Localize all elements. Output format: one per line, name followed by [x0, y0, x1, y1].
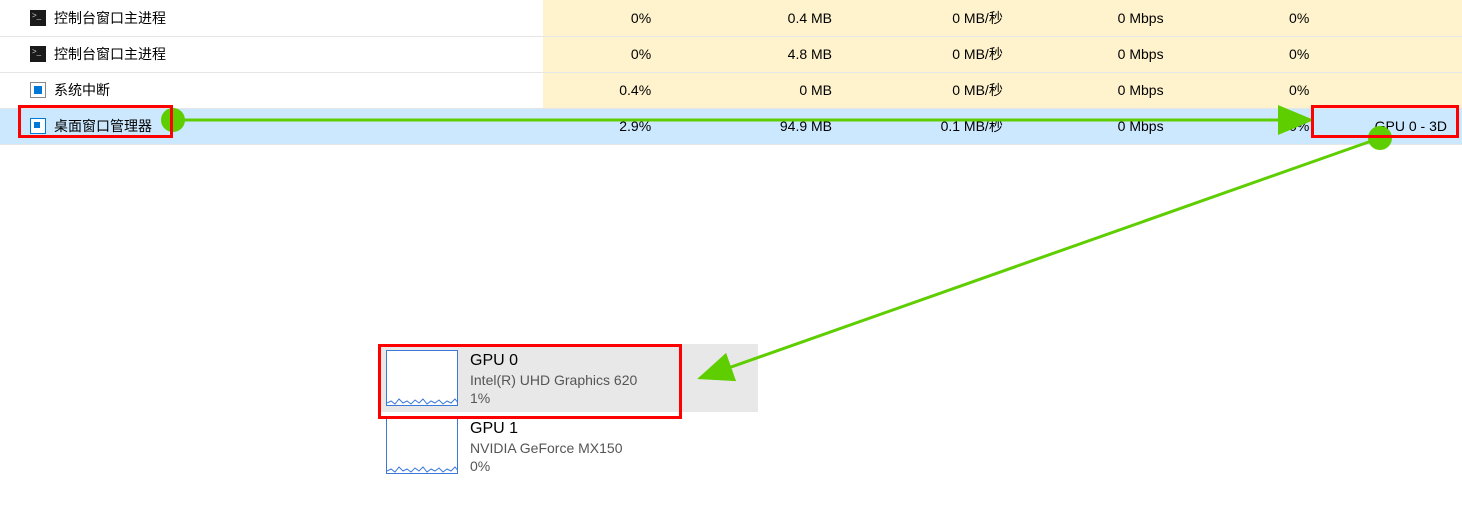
console-icon: [30, 10, 46, 26]
memory-cell: 0.4 MB: [663, 0, 844, 36]
process-row[interactable]: 控制台窗口主进程0%4.8 MB0 MB/秒0 Mbps0%: [0, 36, 1462, 72]
cpu-cell: 0%: [543, 36, 664, 72]
process-name-cell: 桌面窗口管理器: [0, 108, 543, 144]
gpu-title: GPU 1: [470, 420, 623, 438]
process-row[interactable]: 控制台窗口主进程0%0.4 MB0 MB/秒0 Mbps0%: [0, 0, 1462, 36]
gpu-engine-cell: [1321, 72, 1462, 108]
process-name-label: 控制台窗口主进程: [54, 10, 166, 26]
memory-cell: 4.8 MB: [663, 36, 844, 72]
gpu-item[interactable]: GPU 0 Intel(R) UHD Graphics 620 1%: [378, 344, 758, 412]
annotation-arrow: [700, 138, 1380, 378]
gpu-subtitle: Intel(R) UHD Graphics 620: [470, 372, 637, 388]
cpu-cell: 0%: [543, 0, 664, 36]
process-name-label: 控制台窗口主进程: [54, 46, 166, 62]
gpu-item[interactable]: GPU 1 NVIDIA GeForce MX150 0%: [378, 412, 758, 480]
gpu-usage-graph: [386, 418, 458, 474]
disk-cell: 0 MB/秒: [844, 36, 1015, 72]
process-name-label: 桌面窗口管理器: [54, 118, 152, 134]
gpu-cell: 1.0%: [1176, 108, 1322, 144]
network-cell: 0 Mbps: [1015, 108, 1176, 144]
gpu-engine-cell: [1321, 36, 1462, 72]
gpu-engine-cell: [1321, 0, 1462, 36]
network-cell: 0 Mbps: [1015, 72, 1176, 108]
cpu-cell: 2.9%: [543, 108, 664, 144]
sys-icon: [30, 82, 46, 98]
gpu-info: GPU 1 NVIDIA GeForce MX150 0%: [470, 418, 623, 474]
gpu-subtitle: NVIDIA GeForce MX150: [470, 440, 623, 456]
disk-cell: 0.1 MB/秒: [844, 108, 1015, 144]
memory-cell: 94.9 MB: [663, 108, 844, 144]
process-table-body: 控制台窗口主进程0%0.4 MB0 MB/秒0 Mbps0%控制台窗口主进程0%…: [0, 0, 1462, 144]
gpu-percent: 0%: [470, 458, 623, 474]
gpu-cell: 0%: [1176, 0, 1322, 36]
network-cell: 0 Mbps: [1015, 36, 1176, 72]
gpu-cell: 0%: [1176, 72, 1322, 108]
gpu-percent: 1%: [470, 390, 637, 406]
process-table: 控制台窗口主进程0%0.4 MB0 MB/秒0 Mbps0%控制台窗口主进程0%…: [0, 0, 1462, 145]
gpu-performance-panel: GPU 0 Intel(R) UHD Graphics 620 1% GPU 1 NVI…: [378, 344, 758, 480]
cpu-cell: 0.4%: [543, 72, 664, 108]
process-name-label: 系统中断: [54, 82, 110, 98]
gpu-cell: 0%: [1176, 36, 1322, 72]
gpu-title: GPU 0: [470, 352, 637, 370]
disk-cell: 0 MB/秒: [844, 0, 1015, 36]
gpu-usage-graph: [386, 350, 458, 406]
memory-cell: 0 MB: [663, 72, 844, 108]
console-icon: [30, 46, 46, 62]
dwm-icon: [30, 118, 46, 134]
process-row[interactable]: 系统中断 0.4%0 MB0 MB/秒0 Mbps0%: [0, 72, 1462, 108]
process-name-cell: 系统中断: [0, 72, 543, 108]
gpu-info: GPU 0 Intel(R) UHD Graphics 620 1%: [470, 350, 637, 406]
gpu-engine-cell: GPU 0 - 3D: [1321, 108, 1462, 144]
process-name-cell: 控制台窗口主进程: [0, 36, 543, 72]
process-name-cell: 控制台窗口主进程: [0, 0, 543, 36]
disk-cell: 0 MB/秒: [844, 72, 1015, 108]
network-cell: 0 Mbps: [1015, 0, 1176, 36]
process-row[interactable]: 桌面窗口管理器 2.9%94.9 MB0.1 MB/秒0 Mbps1.0%GPU …: [0, 108, 1462, 144]
